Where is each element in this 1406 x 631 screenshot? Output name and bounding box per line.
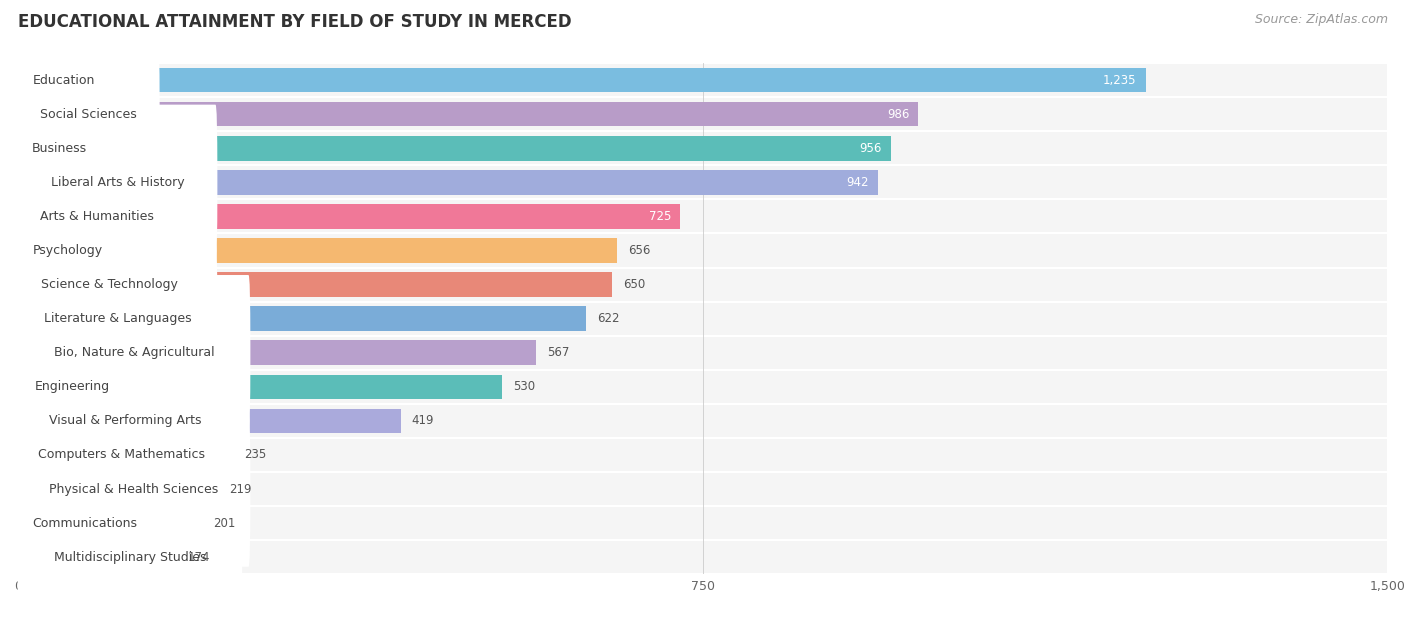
FancyBboxPatch shape: [18, 506, 1388, 540]
FancyBboxPatch shape: [18, 480, 242, 631]
FancyBboxPatch shape: [18, 404, 1388, 438]
Text: Business: Business: [32, 142, 87, 155]
Text: 567: 567: [547, 346, 569, 359]
FancyBboxPatch shape: [18, 173, 118, 328]
Text: 174: 174: [188, 551, 211, 563]
FancyBboxPatch shape: [18, 97, 1388, 131]
Text: Source: ZipAtlas.com: Source: ZipAtlas.com: [1254, 13, 1388, 26]
Text: 419: 419: [412, 415, 434, 427]
Bar: [18, 273, 612, 297]
Text: Science & Technology: Science & Technology: [41, 278, 177, 291]
FancyBboxPatch shape: [18, 199, 1388, 233]
Text: Social Sciences: Social Sciences: [41, 108, 136, 121]
FancyBboxPatch shape: [18, 438, 1388, 472]
FancyBboxPatch shape: [18, 241, 218, 396]
Text: 656: 656: [628, 244, 651, 257]
Bar: [18, 170, 879, 194]
Text: 956: 956: [859, 142, 882, 155]
Bar: [18, 375, 502, 399]
Text: Arts & Humanities: Arts & Humanities: [39, 210, 153, 223]
Bar: [18, 307, 586, 331]
FancyBboxPatch shape: [18, 165, 1388, 199]
Text: 530: 530: [513, 380, 536, 393]
Text: 725: 725: [648, 210, 671, 223]
Bar: [18, 545, 177, 569]
Text: 235: 235: [243, 449, 266, 461]
Text: Psychology: Psychology: [32, 244, 103, 257]
Text: Physical & Health Sciences: Physical & Health Sciences: [49, 483, 218, 495]
FancyBboxPatch shape: [18, 37, 160, 192]
FancyBboxPatch shape: [18, 302, 1388, 336]
FancyBboxPatch shape: [18, 131, 1388, 165]
FancyBboxPatch shape: [18, 309, 127, 464]
Bar: [18, 204, 681, 228]
FancyBboxPatch shape: [18, 105, 218, 260]
Text: Computers & Mathematics: Computers & Mathematics: [38, 449, 205, 461]
Text: EDUCATIONAL ATTAINMENT BY FIELD OF STUDY IN MERCED: EDUCATIONAL ATTAINMENT BY FIELD OF STUDY…: [18, 13, 572, 31]
Bar: [18, 136, 891, 160]
Text: Multidisciplinary Studies: Multidisciplinary Studies: [53, 551, 207, 563]
FancyBboxPatch shape: [18, 472, 1388, 506]
Text: Communications: Communications: [32, 517, 136, 529]
Text: Liberal Arts & History: Liberal Arts & History: [51, 176, 184, 189]
Bar: [18, 239, 617, 262]
Text: Visual & Performing Arts: Visual & Performing Arts: [49, 415, 202, 427]
FancyBboxPatch shape: [18, 370, 1388, 404]
Bar: [18, 341, 536, 365]
Text: 201: 201: [212, 517, 235, 529]
Text: 986: 986: [887, 108, 910, 121]
Bar: [18, 409, 401, 433]
FancyBboxPatch shape: [18, 377, 225, 533]
FancyBboxPatch shape: [18, 411, 250, 567]
FancyBboxPatch shape: [18, 233, 1388, 268]
Bar: [18, 102, 918, 126]
Text: 622: 622: [598, 312, 620, 325]
Text: 1,235: 1,235: [1104, 74, 1136, 86]
FancyBboxPatch shape: [18, 71, 101, 226]
FancyBboxPatch shape: [18, 445, 152, 601]
Text: 219: 219: [229, 483, 252, 495]
Text: Engineering: Engineering: [35, 380, 110, 393]
Text: 942: 942: [846, 176, 869, 189]
FancyBboxPatch shape: [18, 268, 1388, 302]
FancyBboxPatch shape: [18, 3, 110, 158]
Bar: [18, 511, 202, 535]
Text: Bio, Nature & Agricultural: Bio, Nature & Agricultural: [53, 346, 214, 359]
FancyBboxPatch shape: [18, 343, 233, 498]
FancyBboxPatch shape: [18, 207, 201, 362]
FancyBboxPatch shape: [18, 63, 1388, 97]
FancyBboxPatch shape: [18, 540, 1388, 574]
Text: 650: 650: [623, 278, 645, 291]
FancyBboxPatch shape: [18, 336, 1388, 370]
Bar: [18, 443, 233, 467]
FancyBboxPatch shape: [18, 139, 176, 294]
Bar: [18, 68, 1146, 92]
FancyBboxPatch shape: [18, 275, 250, 430]
Text: Education: Education: [32, 74, 96, 86]
Text: Literature & Languages: Literature & Languages: [44, 312, 191, 325]
Bar: [18, 477, 218, 501]
